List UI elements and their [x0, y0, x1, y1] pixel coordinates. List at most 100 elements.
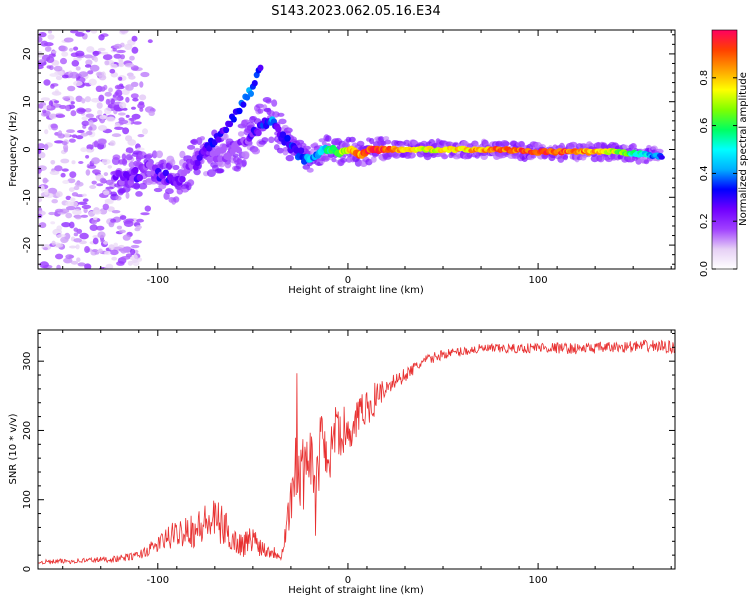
noise-cell	[139, 81, 144, 88]
colorbar-ticks: 0.0 0.2 0.4 0.6 0.8	[699, 70, 737, 277]
noise-cell	[135, 225, 142, 230]
ridge-cell	[275, 125, 282, 133]
noise-cell	[108, 87, 113, 93]
noise-cell	[113, 43, 122, 49]
noise-cell	[73, 80, 83, 87]
noise-cell	[109, 140, 116, 147]
noise-cell	[84, 108, 92, 113]
noise-cell	[111, 210, 121, 214]
noise-cell	[42, 105, 48, 111]
ridge-halo-cell	[165, 162, 173, 171]
noise-cell	[84, 96, 91, 103]
snr-series-line	[38, 339, 675, 565]
ridge-halo-cell	[199, 136, 205, 141]
noise-cell	[49, 170, 60, 175]
noise-cell	[128, 117, 137, 121]
noise-cell	[51, 50, 57, 54]
noise-cell	[70, 30, 79, 34]
snr-xlabel: Height of straight line (km)	[288, 585, 424, 596]
noise-cell	[112, 47, 117, 52]
noise-cell	[87, 164, 97, 169]
noise-cell	[101, 158, 111, 165]
noise-cell	[110, 63, 118, 69]
noise-cell	[47, 34, 55, 40]
noise-cell	[43, 144, 49, 150]
noise-cell	[110, 218, 117, 223]
noise-cell	[55, 75, 63, 81]
noise-cell	[91, 157, 100, 165]
noise-cell	[92, 237, 99, 245]
ridge-halo-cell	[261, 137, 269, 143]
noise-cell	[44, 129, 49, 135]
noise-cell	[44, 46, 52, 52]
noise-cell	[131, 35, 138, 42]
snr-plot-area	[38, 330, 675, 569]
ridge-cell	[235, 146, 242, 154]
ridge-halo-cell	[133, 182, 141, 190]
branch-cell	[227, 120, 234, 128]
noise-cell	[125, 147, 134, 154]
noise-cell	[140, 212, 150, 216]
ridge-halo-cell	[518, 140, 525, 148]
noise-cell	[144, 205, 151, 212]
ridge-halo-cell	[187, 179, 195, 187]
ridge-halo-cell	[110, 191, 117, 197]
noise-cell	[113, 53, 122, 59]
noise-cell	[105, 179, 114, 185]
y-tick-label: 200	[22, 421, 33, 440]
noise-cell	[80, 147, 88, 153]
noise-cell	[55, 208, 64, 213]
colorbar-gradient	[711, 29, 738, 270]
ridge-halo-cell	[348, 136, 356, 143]
noise-cell	[68, 187, 75, 193]
noise-cell	[124, 43, 133, 51]
ridge-halo-cell	[241, 159, 247, 167]
ridge-halo-cell	[138, 183, 148, 190]
noise-cell	[85, 30, 91, 33]
ridge-cell	[136, 174, 144, 182]
ridge-halo-cell	[276, 147, 284, 154]
y-tick-label: 0	[22, 566, 33, 572]
ridge-halo-cell	[224, 161, 232, 169]
noise-cell	[89, 64, 100, 72]
noise-cell	[60, 172, 66, 178]
noise-cell	[90, 98, 101, 103]
ridge-halo-cell	[223, 133, 229, 141]
noise-cell	[74, 214, 82, 220]
noise-cell	[55, 114, 66, 118]
noise-cell	[91, 218, 98, 225]
noise-cell	[96, 102, 103, 109]
noise-cell	[118, 76, 123, 81]
ridge-halo-cell	[241, 150, 250, 159]
noise-cell	[98, 74, 107, 81]
ridge-halo-cell	[115, 195, 122, 201]
x-tick-label: 100	[529, 275, 548, 286]
noise-cell	[65, 212, 73, 219]
noise-cell	[73, 46, 79, 51]
noise-cell	[113, 242, 118, 247]
ridge-cell	[293, 147, 300, 154]
ridge-halo-cell	[128, 161, 136, 169]
noise-cell	[67, 85, 76, 92]
noise-cell	[63, 37, 74, 43]
ridge-halo-cell	[257, 108, 264, 114]
noise-cell	[99, 177, 107, 184]
noise-cell	[108, 221, 115, 228]
noise-cell	[55, 253, 64, 260]
ridge-halo-cell	[569, 141, 578, 148]
noise-cell	[75, 244, 80, 250]
ridge-halo-cell	[597, 156, 605, 163]
ridge-cell	[298, 147, 305, 155]
noise-cell	[65, 195, 72, 201]
noise-cell	[94, 251, 100, 255]
noise-cell	[111, 256, 118, 261]
noise-cell	[40, 97, 51, 101]
noise-cell	[96, 183, 104, 187]
noise-cell	[72, 209, 82, 216]
noise-cell	[86, 148, 92, 153]
noise-cell	[84, 54, 93, 59]
ridge-halo-cell	[321, 155, 330, 162]
noise-cell	[120, 30, 129, 34]
noise-cell	[67, 178, 76, 184]
